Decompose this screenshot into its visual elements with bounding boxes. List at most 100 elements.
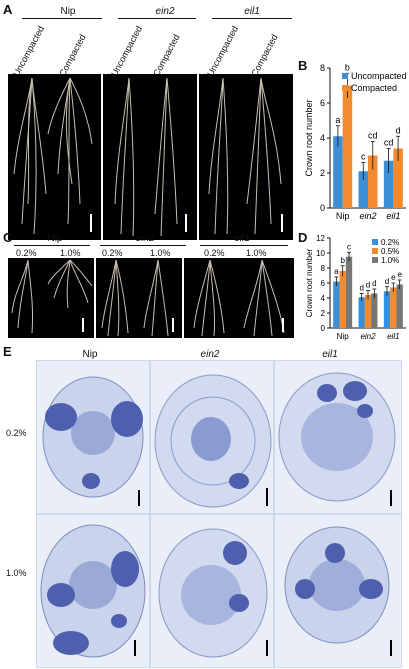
root-drawing-a-nip: [13, 77, 93, 235]
chart-d-bar: [390, 287, 397, 328]
section-drawing-4: [40, 524, 146, 658]
scale-bar-e2: [266, 488, 268, 506]
genotype-e-ein2: ein2: [200, 349, 220, 360]
chart-d-bar: [345, 256, 353, 328]
chart-d-bar: [364, 295, 372, 328]
section-drawing-6: [284, 526, 390, 644]
chart-b-y-tick-label: 2: [320, 168, 325, 178]
root-photo-a-eil1: [199, 74, 293, 240]
chart-b-y-tick-label: 6: [320, 98, 325, 108]
root-photo-c-ein2: [96, 258, 182, 338]
chart-d-significance-letter: a: [334, 267, 339, 276]
scale-bar-e4: [134, 640, 136, 656]
genotype-c-nip: Nip: [47, 233, 63, 244]
root-drawing-c-eil1: [193, 259, 285, 337]
chart-d-y-axis-label: Crown root number: [305, 248, 314, 317]
chart-b-legend-swatch: [342, 73, 348, 79]
root-photo-c-eil1: [184, 258, 294, 338]
chart-b-bar: [358, 171, 368, 208]
chart-d-legend-swatch: [372, 248, 378, 254]
chart-d-significance-letter: d: [359, 284, 363, 293]
chart-b-bar: [393, 148, 403, 208]
chart-b-significance-letter: cd: [368, 131, 378, 141]
genotype-a-ein2: ein2: [155, 6, 175, 17]
scale-bar-a1: [90, 214, 92, 232]
chart-b-x-tick-label: Nip: [336, 211, 350, 221]
section-e-ein2-low: [150, 360, 274, 514]
chart-b-x-tick-label: eil1: [386, 211, 400, 221]
chart-d-y-tick-label: 2: [321, 309, 326, 318]
chart-d-significance-letter: c: [347, 242, 351, 251]
condition-a2: Compacted: [57, 32, 88, 78]
chart-d-y-tick-label: 10: [316, 249, 325, 258]
chart-d-y-tick-label: 4: [321, 294, 326, 303]
chart-b-bar: [333, 136, 343, 208]
genotype-a-underline-3: [212, 18, 292, 19]
chart-d-legend-label: 0.2%: [381, 238, 399, 247]
genotype-a-underline-2: [118, 18, 196, 19]
chart-d-significance-letter: d: [385, 277, 389, 286]
chart-b-significance-letter: c: [361, 152, 366, 162]
root-photo-a-nip: [8, 74, 101, 240]
chart-d-y-tick-label: 0: [321, 324, 326, 333]
scale-bar-c3: [282, 318, 284, 332]
chart-b-x-tick-label: ein2: [359, 211, 376, 221]
genotype-a-nip: Nip: [60, 6, 76, 17]
chart-d-bar: [333, 281, 340, 328]
chart-d-significance-letter: d: [372, 279, 376, 288]
chart-d-x-tick-label: eil1: [387, 332, 399, 341]
chart-b-y-tick-label: 0: [320, 203, 325, 213]
chart-d-x-tick-label: ein2: [360, 332, 376, 341]
chart-b-significance-letter: b: [345, 62, 350, 72]
conc-c4: 1.0%: [150, 248, 171, 258]
chart-b-legend-swatch: [342, 85, 348, 91]
row-label-e2: 1.0%: [6, 568, 27, 578]
root-photo-c-nip: [8, 258, 94, 338]
root-drawing-a-ein2: [114, 77, 178, 237]
chart-b-bar: [368, 155, 378, 208]
chart-d-significance-letter: d: [366, 281, 370, 290]
chart-b-legend-label: Compacted: [351, 83, 397, 93]
condition-a5: Uncompacted: [205, 24, 241, 78]
chart-b-significance-letter: cd: [384, 138, 394, 148]
chart-d-legend-label: 0.5%: [381, 247, 399, 256]
genotype-c-underline-2: [100, 245, 186, 246]
panel-label-d: D: [298, 230, 308, 245]
panel-label-e: E: [3, 344, 12, 359]
genotype-c-underline-1: [14, 245, 90, 246]
root-drawing-c-nip: [11, 259, 93, 334]
genotype-a-underline-1: [22, 18, 102, 19]
chart-d-legend-swatch: [372, 239, 378, 245]
scale-bar-e5: [266, 640, 268, 656]
section-e-eil1-high: [274, 514, 402, 668]
chart-b-significance-letter: d: [396, 125, 401, 135]
genotype-a-eil1: eil1: [244, 6, 260, 17]
genotype-e-eil1: eil1: [322, 349, 338, 360]
chart-d-y-tick-label: 12: [316, 234, 325, 243]
scale-bar-a2: [185, 214, 187, 232]
condition-a4: Compacted: [151, 32, 182, 78]
section-e-nip-high: [36, 514, 150, 668]
scale-bar-c2: [172, 318, 174, 332]
conc-c3: 0.2%: [102, 248, 123, 258]
chart-d-bar: [339, 271, 346, 328]
chart-d-y-tick-label: 6: [321, 279, 326, 288]
section-drawing-3: [278, 372, 396, 502]
genotype-c-ein2: ein2: [135, 233, 155, 244]
genotype-e-nip: Nip: [82, 349, 98, 360]
section-e-nip-low: [36, 360, 150, 514]
chart-b-y-tick-label: 4: [320, 133, 325, 143]
chart-d-legend-label: 1.0%: [381, 256, 399, 265]
condition-a6: Compacted: [249, 32, 280, 78]
chart-b-significance-letter: a: [335, 115, 340, 125]
chart-d-bar: [396, 284, 403, 328]
root-photo-a-ein2: [103, 74, 197, 240]
scale-bar-e6: [390, 640, 392, 656]
condition-a1: Uncompacted: [11, 24, 47, 78]
scale-bar-e1: [138, 490, 140, 506]
conc-c2: 1.0%: [60, 248, 81, 258]
panel-label-c: C: [3, 230, 13, 245]
chart-d-bar: [358, 297, 365, 328]
